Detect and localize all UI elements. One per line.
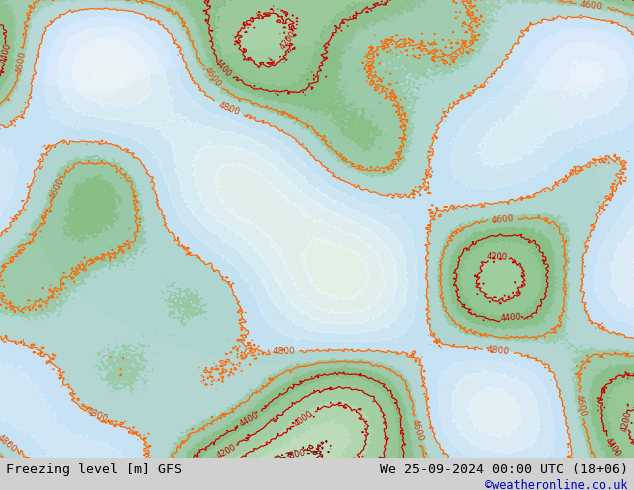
Text: 4600: 4600	[491, 214, 514, 225]
Text: 3800: 3800	[283, 448, 306, 462]
Text: 4800: 4800	[0, 433, 18, 454]
Text: 4600: 4600	[48, 176, 66, 200]
Text: 4200: 4200	[487, 252, 508, 262]
Text: 4400: 4400	[604, 436, 623, 459]
Text: 4800: 4800	[217, 100, 242, 117]
Text: 4600: 4600	[15, 50, 28, 74]
Text: 4400: 4400	[500, 313, 522, 323]
Text: 4200: 4200	[216, 442, 238, 460]
Text: 4800: 4800	[486, 345, 510, 357]
Text: 4400: 4400	[212, 57, 233, 79]
Text: We 25-09-2024 00:00 UTC (18+06): We 25-09-2024 00:00 UTC (18+06)	[380, 463, 628, 476]
Text: 4000: 4000	[292, 409, 314, 429]
Text: 4600: 4600	[579, 0, 604, 12]
Text: 4600: 4600	[202, 65, 223, 89]
Text: 4800: 4800	[85, 407, 110, 424]
Text: 4400: 4400	[0, 42, 13, 65]
Ellipse shape	[32, 46, 602, 367]
Text: 4200: 4200	[278, 29, 299, 51]
Ellipse shape	[0, 0, 634, 105]
Ellipse shape	[346, 46, 567, 275]
Text: 4600: 4600	[574, 394, 588, 418]
Text: 4400: 4400	[238, 411, 261, 429]
Text: Freezing level [m] GFS: Freezing level [m] GFS	[6, 463, 183, 476]
Text: 4600: 4600	[410, 418, 425, 443]
Text: 4800: 4800	[273, 347, 295, 356]
Text: 4200: 4200	[620, 410, 633, 433]
Text: ©weatheronline.co.uk: ©weatheronline.co.uk	[485, 479, 628, 490]
